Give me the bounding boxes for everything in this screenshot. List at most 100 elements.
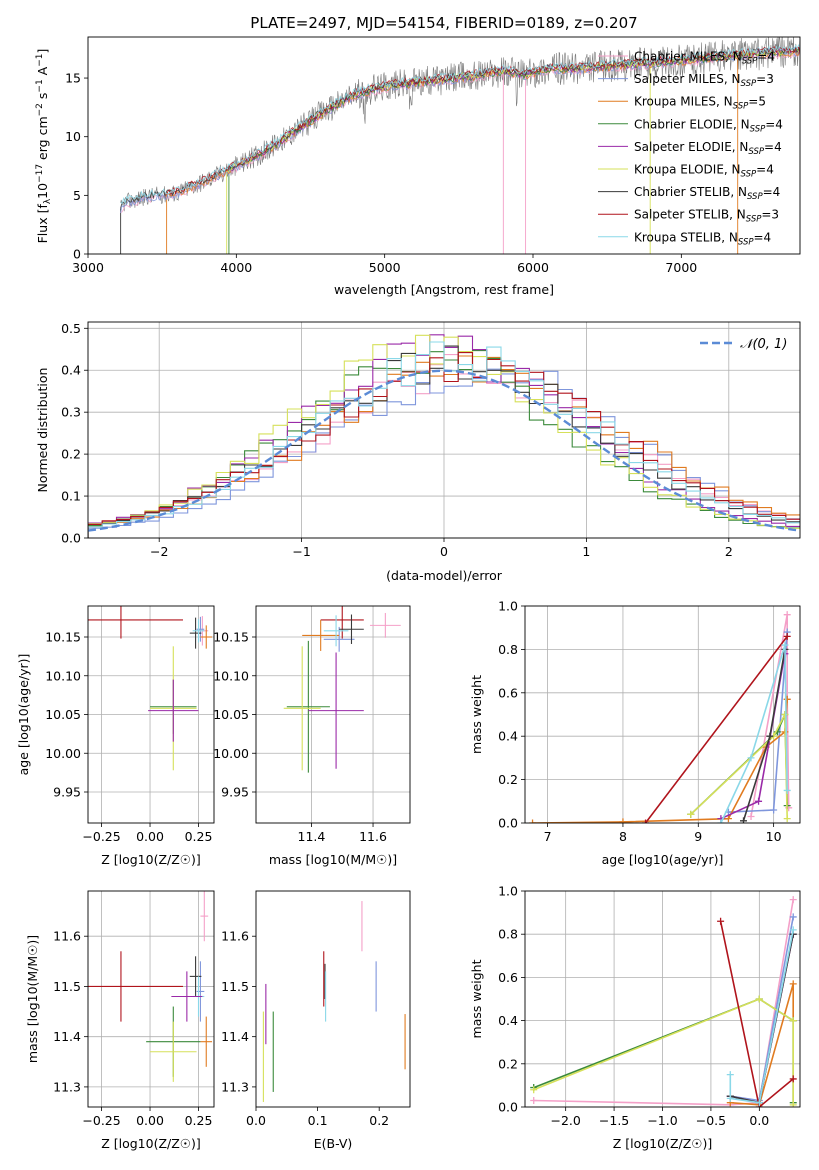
- x-axis-label: Z [log10(Z/Z☉)]: [613, 1136, 713, 1151]
- weight-marker-K_STELIB: [783, 786, 791, 794]
- y-tick-label: 0.8: [498, 927, 518, 942]
- weight-marker-K_ELODIE: [789, 1101, 797, 1107]
- y-tick-label: 10.10: [45, 668, 81, 683]
- plot-area: [283, 606, 401, 773]
- weight-line-K_STELIB: [729, 929, 794, 1104]
- y-tick-label: 11.4: [53, 1029, 81, 1044]
- legend-label: Chabrier STELIB, NSSP=4: [634, 185, 780, 202]
- x-tick-label: −1.5: [599, 1113, 629, 1128]
- weight-marker-K_STELIB: [781, 641, 789, 649]
- legend-label: Kroupa MILES, NSSP=5: [634, 95, 766, 112]
- legend-label: Salpeter ELODIE, NSSP=4: [634, 140, 782, 157]
- y-axis-label: mass [log10(M/M☉)]: [25, 935, 40, 1063]
- y-axis-label: Flux [fλ10−17 erg cm−2 s−1 A−1]: [35, 49, 53, 244]
- weight-marker-K_STELIB: [726, 1094, 734, 1102]
- weight-marker-C_STELIB: [766, 732, 774, 740]
- y-tick-label: 10.00: [213, 746, 249, 761]
- legend-label: Kroupa ELODIE, NSSP=4: [634, 163, 774, 180]
- panel-mass_vs_Z: −0.25 0.00 0.25 11.3 11.4 11.5 11.6 Z [log10(Z/…: [25, 890, 215, 1151]
- y-tick-label: 10.05: [213, 707, 249, 722]
- y-axis-label: age [log10(age/yr)]: [16, 654, 31, 776]
- weight-marker-C_MILES: [783, 611, 791, 619]
- y-tick-label: 0.0: [61, 531, 81, 546]
- x-tick-label: 0.00: [136, 1113, 164, 1128]
- weight-marker-S_STELIB: [789, 1075, 797, 1083]
- weight-line-S_MILES: [730, 916, 794, 1102]
- y-tick-label: 0.4: [498, 729, 518, 744]
- weight-line-C_ELODIE: [533, 998, 794, 1103]
- plot-area: [120, 37, 800, 254]
- x-tick-label: 6000: [517, 260, 549, 275]
- plot-area: [262, 901, 406, 1102]
- x-tick-label: 0.25: [185, 1113, 213, 1128]
- x-tick-label: 0.00: [136, 829, 164, 844]
- observed-spectrum: [120, 37, 800, 212]
- panel-weight_vs_age: 7 8 9 10 0.0 0.2 0.4 0.6 0.8 1.0 age [log10(age/yr…: [469, 599, 801, 867]
- weight-marker-S_MILES: [789, 913, 797, 921]
- y-axis-label: mass weight: [469, 675, 484, 754]
- weight-marker-K_MILES: [724, 815, 732, 823]
- weight-marker-K_ELODIE: [687, 810, 695, 818]
- y-tick-label: 0.3: [61, 405, 81, 420]
- x-tick-label: −2: [150, 544, 168, 559]
- plot-area: [529, 611, 793, 823]
- normal-curve: [88, 369, 800, 532]
- legend: Chabrier MILES, NSSP=4 Salpeter MILES, NS…: [598, 50, 783, 247]
- weight-marker-K_ELODIE: [783, 815, 791, 823]
- x-tick-label: −2.0: [550, 1113, 580, 1128]
- axes-frame: [255, 890, 411, 1108]
- model-S_STELIB: [166, 46, 800, 196]
- weight-marker-S_STELIB: [717, 917, 725, 925]
- y-tick-label: 0.2: [61, 447, 81, 462]
- weight-marker-K_MILES: [529, 819, 537, 823]
- y-tick-label: 11.4: [221, 1029, 249, 1044]
- y-tick-label: 11.3: [53, 1079, 81, 1094]
- y-tick-label: 0.0: [498, 1100, 518, 1115]
- y-tick-label: 10.15: [213, 630, 249, 645]
- y-tick-label: 10.00: [45, 746, 81, 761]
- weight-line-K_STELIB: [720, 644, 788, 823]
- x-tick-label: 1: [582, 544, 590, 559]
- axes-frame: [255, 605, 411, 824]
- y-tick-label: 0.6: [498, 970, 518, 985]
- weight-marker-K_STELIB: [726, 1071, 734, 1079]
- plot-area: [88, 606, 213, 771]
- y-tick-label: 9.95: [221, 785, 249, 800]
- weight-marker-K_STELIB: [789, 926, 797, 934]
- weight-marker-K_ELODIE: [530, 1086, 538, 1094]
- y-tick-label: 0.1: [61, 489, 81, 504]
- y-tick-label: 10.05: [45, 707, 81, 722]
- weight-line-C_MILES: [750, 614, 790, 817]
- weight-marker-K_STELIB: [755, 1099, 763, 1107]
- y-tick-label: 0.4: [498, 1013, 518, 1028]
- x-tick-label: 0.0: [749, 1113, 769, 1128]
- y-tick-label: 15: [65, 71, 81, 86]
- y-tick-label: 0.4: [61, 363, 81, 378]
- weight-marker-C_MILES: [789, 896, 797, 904]
- x-tick-label: 3000: [72, 260, 104, 275]
- weight-marker-K_STELIB: [717, 819, 725, 823]
- x-tick-label: 4000: [220, 260, 252, 275]
- weight-marker-S_STELIB: [642, 819, 650, 823]
- y-tick-label: 11.5: [53, 979, 81, 994]
- panel-weight_vs_Z: −2.0 −1.5 −1.0 −0.5 0.0 0.0 0.2 0.4 0.6 0.8 1.0 Z […: [469, 884, 801, 1151]
- weight-line-K_ELODIE: [690, 714, 788, 819]
- weight-marker-K_ELODIE: [789, 1017, 797, 1025]
- weight-line-S_STELIB: [644, 635, 788, 823]
- y-tick-label: 0.2: [498, 1056, 518, 1071]
- weight-marker-K_MILES: [789, 980, 797, 988]
- figure-title: PLATE=2497, MJD=54154, FIBERID=0189, z=0…: [250, 14, 637, 32]
- y-tick-label: 11.6: [221, 929, 249, 944]
- x-tick-label: −1.0: [647, 1113, 677, 1128]
- plot-area: [88, 334, 800, 538]
- x-tick-label: 0: [440, 544, 448, 559]
- x-tick-label: −1: [292, 544, 310, 559]
- weight-marker-S_ELODIE: [755, 797, 763, 805]
- panel-mass_vs_EBV: 0.0 0.1 0.2 11.3 11.4 11.5 11.6 E(B-V): [221, 890, 411, 1151]
- weight-marker-C_STELIB: [739, 817, 747, 823]
- legend-label: Salpeter MILES, NSSP=3: [634, 72, 774, 89]
- panel-age_vs_Z: −0.25 0.00 0.25 9.95 10.00 10.05 10.10 10.15 Z […: [16, 605, 215, 867]
- histogram-S_MILES: [88, 368, 800, 538]
